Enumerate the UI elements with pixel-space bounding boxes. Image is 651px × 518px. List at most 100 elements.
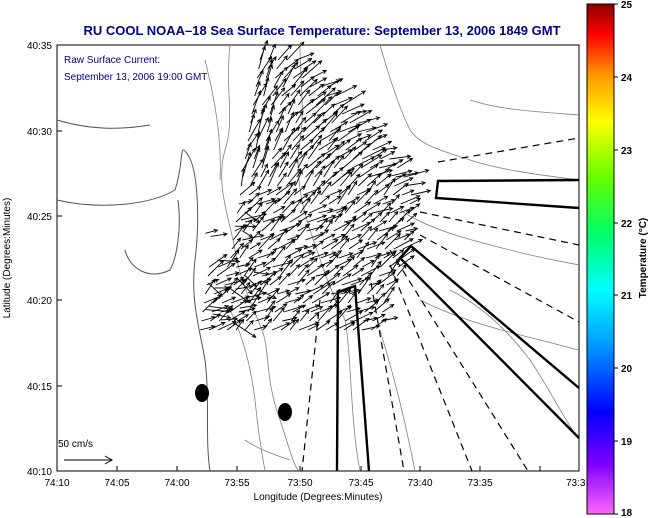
current-vector-arrow [409,198,422,205]
current-vector-arrow [289,143,300,160]
current-vector-arrow [243,258,257,277]
current-vector-arrow [329,189,343,196]
current-vector-arrow [286,111,299,124]
current-vector-arrow [233,276,245,286]
y-axis-label: Latitude (Degrees:Minutes) [2,198,13,319]
current-vector-arrow [208,322,226,331]
current-vector-arrow [399,206,415,214]
current-vector-arrow [404,168,430,178]
current-vector-arrow [257,296,272,304]
current-vector-arrow [272,77,287,97]
current-vector-arrow [310,306,324,313]
current-vector-arrow [340,223,355,241]
current-vector-arrow [211,305,230,313]
current-vector-arrow [235,284,254,290]
current-vector-arrow [280,208,297,223]
current-vector-arrow [310,189,322,205]
current-vector-arrow [275,114,284,133]
current-vector-arrow [248,249,263,259]
current-vector-arrow [311,292,331,304]
current-vector-arrow [205,228,219,234]
current-vector-arrow [366,241,386,250]
current-vector-arrow [376,173,392,187]
current-vector-arrow [239,244,249,259]
current-vector-arrow [307,257,318,268]
current-vector-arrow [286,41,305,61]
current-vector-arrow [273,70,284,88]
current-vector-arrow [295,223,310,241]
current-vector-arrow [297,150,308,169]
current-vector-arrow [276,172,287,187]
current-vector-arrow [258,45,266,70]
current-vector-arrow [261,145,270,169]
current-vector-arrow [334,96,354,106]
plot-frame [56,44,580,472]
y-axis: 40:35 40:30 40:25 40:20 40:15 40:10 Lati… [2,41,62,478]
current-vector-arrow [283,61,299,79]
current-vector-arrow [254,80,261,97]
current-vector-arrow [323,159,335,178]
current-vector-arrow [204,278,216,295]
current-vector-arrow [352,211,368,223]
x-tick-label: 74:05 [104,478,129,489]
current-vector-arrow [289,253,305,268]
current-vector-arrow [291,134,305,151]
current-vector-arrow [345,310,364,322]
current-vector-arrow [383,286,395,304]
current-vector-arrow [283,188,298,205]
current-vector-arrow [244,319,254,331]
current-vector-arrow [410,189,432,196]
current-vector-arrow [290,309,301,322]
current-vector-arrow [343,90,367,106]
colorbar-tick-label: 25 [621,0,633,11]
current-vector-arrow [247,192,260,205]
current-vector-arrow [397,209,411,223]
current-vector-arrow [272,306,285,322]
current-vector-arrow [251,158,264,178]
current-vector-arrow [385,173,407,187]
current-vector-arrow [389,154,412,160]
current-vector-arrow [315,87,337,106]
current-vector-arrow [333,265,345,277]
current-vector-arrow [277,289,291,295]
current-vector-arrow [313,282,332,295]
current-vector-arrow [405,227,419,232]
current-vector-arrow [331,168,352,187]
colorbar-tick-label: 19 [621,437,633,448]
current-vector-arrow [242,267,257,286]
current-vector-arrow [284,180,297,196]
current-vector-arrow [324,219,334,232]
current-vector-arrow [230,242,245,259]
current-vector-arrow [244,142,252,160]
current-vector-arrow [267,55,277,70]
current-vector-arrow [286,287,300,295]
current-vector-arrow [214,285,230,291]
current-vector-arrow [270,215,282,232]
current-vector-arrow [227,286,251,304]
current-vector-arrow [321,280,336,295]
current-vector-arrow [238,199,254,205]
colorbar-tick-label: 23 [621,146,633,157]
current-vector-arrow [302,60,323,79]
current-vector-arrow [249,242,262,250]
current-vector-arrow [317,85,332,97]
current-vector-arrow [392,249,405,259]
map-plot-area: Raw Surface Current: September 13, 2006 … [56,39,580,472]
current-vector-arrow [323,233,336,241]
current-vector-arrow [271,322,291,331]
current-vector-arrow [282,127,296,151]
shipping-lane-dashed-lines [301,137,580,472]
current-vector-arrow [257,188,273,196]
current-vector-arrow [305,98,327,115]
current-vector-arrow [299,257,315,268]
current-vector-arrow [334,204,347,223]
current-vector-arrow [354,201,372,214]
current-vector-arrow [304,284,325,295]
station-marker-east [278,403,292,421]
current-vector-arrow [303,243,317,250]
current-vector-arrow [369,220,388,232]
current-vector-arrow [366,123,389,133]
current-vector-arrow [337,184,351,205]
current-vector-arrow [402,239,424,250]
